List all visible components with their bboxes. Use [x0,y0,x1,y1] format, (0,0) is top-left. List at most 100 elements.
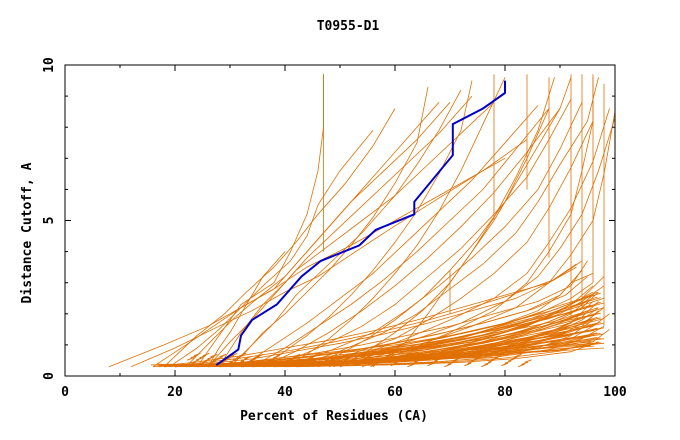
model-dense-stroke-15 [232,357,240,361]
model-dense-stroke-75 [434,358,442,362]
model-curve-14 [273,99,572,368]
model-curve-37 [185,260,588,368]
model-curve-12 [251,108,550,368]
model-curve-23 [207,251,286,367]
model-dense-stroke-102 [524,359,532,363]
model-dense-stroke-90 [484,361,492,365]
model-curve-9 [218,95,473,367]
model-curve-38 [163,266,577,368]
model-dense-stroke-59 [380,357,388,361]
model-dense-stroke-89 [481,363,488,368]
highlight-curve [215,80,506,366]
x-axis-label: Percent of Residues (CA) [240,409,428,424]
model-dense-stroke-94 [497,352,505,357]
model-dense-stroke-66 [403,353,411,358]
model-curve-10 [229,89,462,367]
model-dense-stroke-72 [424,352,431,357]
y-axis-label: Distance Cutoff, A [20,162,35,303]
model-dense-stroke-57 [373,361,381,365]
model-dense-stroke-60 [383,355,391,359]
model-dense-stroke-67 [407,363,415,368]
model-dense-stroke-86 [471,358,478,362]
model-dense-stroke-4 [195,357,203,361]
model-dense-stroke-5 [199,355,207,359]
model-dense-stroke-84 [464,362,472,367]
model-curve-8 [207,102,495,367]
model-curve-13 [262,108,561,368]
model-dense-stroke-28 [276,352,284,357]
model-dense-stroke-42 [323,358,331,362]
model-curve-25 [262,80,473,368]
model-dense-stroke-101 [521,361,529,365]
model-curve-49 [295,341,599,368]
model-dense-stroke-47 [340,359,348,363]
model-dense-stroke-3 [192,359,200,363]
model-curve-16 [295,77,599,368]
model-dense-stroke-91 [487,359,495,363]
model-dense-stroke-87 [474,356,482,360]
model-curve-53 [158,260,583,368]
model-curve-19 [328,117,616,368]
model-dense-stroke-34 [296,363,304,368]
model-dense-stroke-56 [370,363,378,368]
model-dense-stroke-98 [511,356,519,360]
model-dense-stroke-68 [410,361,418,365]
x-tick-label-0: 0 [61,385,69,400]
x-tick-label-80: 80 [497,385,513,400]
model-curve-28 [339,77,555,368]
model-dense-stroke-37 [306,357,314,361]
model-dense-stroke-119 [240,358,248,362]
model-dense-stroke-106 [197,362,205,367]
model-dense-stroke-54 [363,356,371,360]
model-curve-21 [361,77,594,368]
model-dense-stroke-19 [246,360,254,364]
model-dense-stroke-52 [356,360,364,364]
model-dense-stroke-25 [266,359,274,363]
model-dense-stroke-35 [299,361,307,365]
model-dense-stroke-7 [205,362,213,367]
model-dense-stroke-2 [189,361,197,365]
model-dense-stroke-8 [209,360,217,364]
model-dense-stroke-99 [514,353,522,358]
model-dense-stroke-32 [289,356,297,360]
model-dense-stroke-39 [313,352,321,357]
model-dense-stroke-117 [234,362,241,367]
model-dense-stroke-55 [367,353,374,358]
model-dense-stroke-36 [303,359,311,363]
model-dense-stroke-49 [346,355,354,359]
model-dense-stroke-1 [185,363,193,368]
model-dense-stroke-30 [283,360,291,364]
model-dense-stroke-116 [230,352,238,357]
model-dense-stroke-58 [377,359,384,363]
model-dense-stroke-105 [193,352,201,357]
model-dense-stroke-74 [430,360,438,364]
model-dense-stroke-31 [286,358,294,362]
model-dense-stroke-23 [259,363,267,368]
model-curve-26 [284,77,506,368]
model-dense-stroke-44 [330,353,338,358]
model-dense-stroke-107 [200,360,208,364]
model-dense-stroke-103 [187,357,194,361]
series-layer [108,74,616,368]
model-dense-stroke-18 [242,362,250,367]
model-curve-dense-42 [210,292,601,367]
model-dense-stroke-6 [202,352,210,357]
model-dense-stroke-53 [360,358,368,362]
model-dense-stroke-33 [293,353,301,358]
model-dense-stroke-48 [343,357,351,361]
model-dense-stroke-43 [326,356,334,360]
model-dense-stroke-120 [244,356,251,360]
model-dense-stroke-80 [450,359,458,363]
model-dense-stroke-46 [336,361,344,365]
model-curve-11 [240,105,539,368]
model-dense-stroke-73 [427,362,435,367]
x-tick-label-20: 20 [167,385,183,400]
model-dense-stroke-77 [440,353,448,358]
model-dense-stroke-83 [460,352,468,357]
model-dense-stroke-24 [263,361,270,365]
model-curve-dense-47 [259,328,601,367]
model-curve-1 [108,157,506,368]
x-tick-label-40: 40 [277,385,293,400]
model-dense-stroke-13 [226,361,234,365]
